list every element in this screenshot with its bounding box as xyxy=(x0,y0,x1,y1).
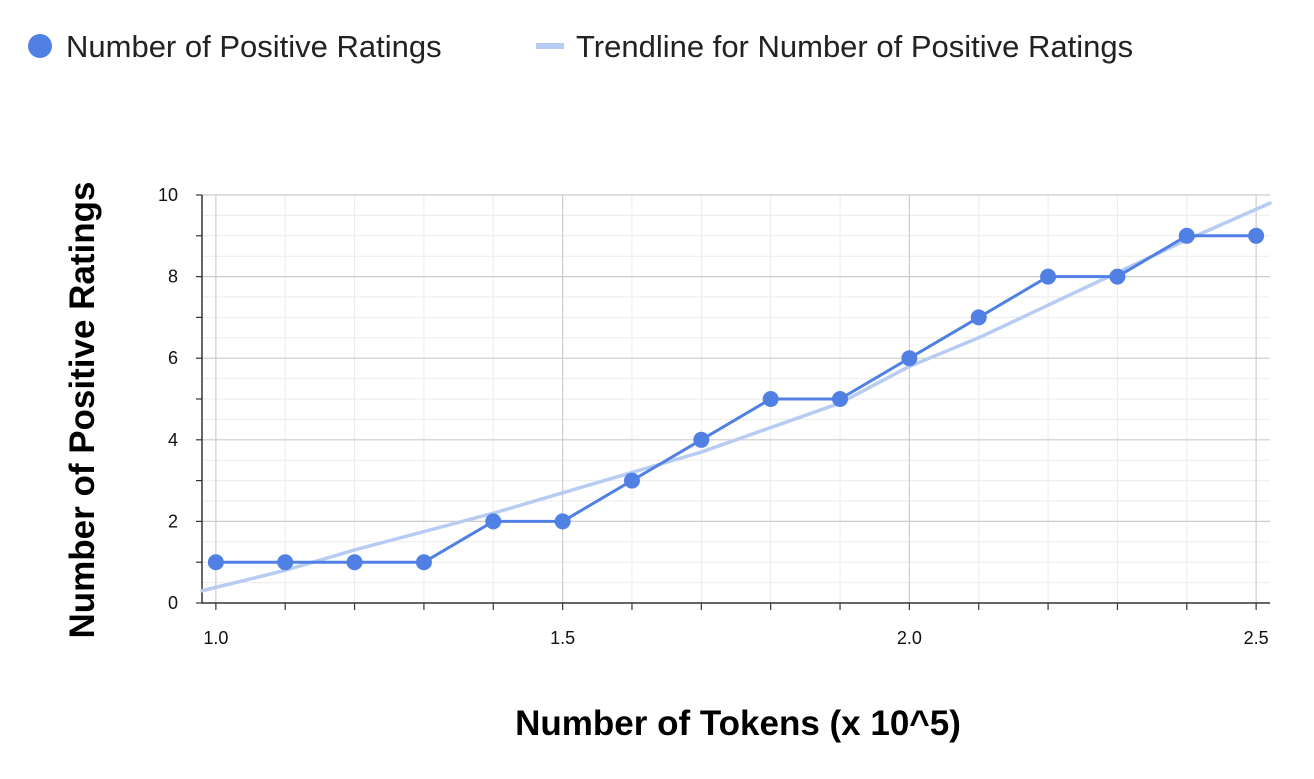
data-point[interactable] xyxy=(415,554,432,571)
legend-label: Number of Positive Ratings xyxy=(66,29,442,64)
y-tick-label: 4 xyxy=(168,430,178,450)
data-point[interactable] xyxy=(346,554,363,571)
legend-label: Trendline for Number of Positive Ratings xyxy=(576,29,1133,64)
series-line xyxy=(215,234,1257,564)
x-tick-label: 1.5 xyxy=(550,628,575,648)
data-point[interactable] xyxy=(1040,268,1057,285)
data-point[interactable] xyxy=(207,554,224,571)
data-point[interactable] xyxy=(970,309,987,326)
legend-item-0[interactable]: Number of Positive Ratings xyxy=(28,29,442,64)
y-axis-title: Number of Positive Ratings xyxy=(63,181,102,638)
data-point[interactable] xyxy=(901,350,918,367)
y-tick-label: 8 xyxy=(168,267,178,287)
x-tick-label: 2.5 xyxy=(1244,628,1269,648)
data-point[interactable] xyxy=(1248,227,1265,244)
y-tick-label: 2 xyxy=(168,511,178,531)
data-point[interactable] xyxy=(554,513,571,530)
x-axis-title: Number of Tokens (x 10^5) xyxy=(515,704,961,743)
y-tick-label: 0 xyxy=(168,593,178,613)
data-point[interactable] xyxy=(485,513,502,530)
x-tick-label: 1.0 xyxy=(203,628,228,648)
grid xyxy=(202,194,1270,603)
legend: Number of Positive Ratings Trendline for… xyxy=(28,29,1133,64)
data-point[interactable] xyxy=(832,391,849,407)
plot-area xyxy=(200,201,1272,593)
data-point[interactable] xyxy=(693,431,710,448)
data-point[interactable] xyxy=(1178,227,1195,244)
data-point[interactable] xyxy=(1109,268,1126,285)
y-tick-label: 6 xyxy=(168,348,178,368)
data-point[interactable] xyxy=(277,554,294,571)
legend-item-1[interactable]: Trendline for Number of Positive Ratings xyxy=(536,29,1133,64)
trendline xyxy=(200,201,1272,593)
legend-marker-line xyxy=(536,43,564,49)
data-point[interactable] xyxy=(623,472,640,489)
y-tick-label: 10 xyxy=(158,185,178,205)
data-point[interactable] xyxy=(762,391,779,407)
legend-marker-circle xyxy=(28,34,52,58)
x-tick-label: 2.0 xyxy=(897,628,922,648)
axes: 0 2 4 6 8 10 1.0 1.5 2.0 2.5 xyxy=(158,185,1270,648)
